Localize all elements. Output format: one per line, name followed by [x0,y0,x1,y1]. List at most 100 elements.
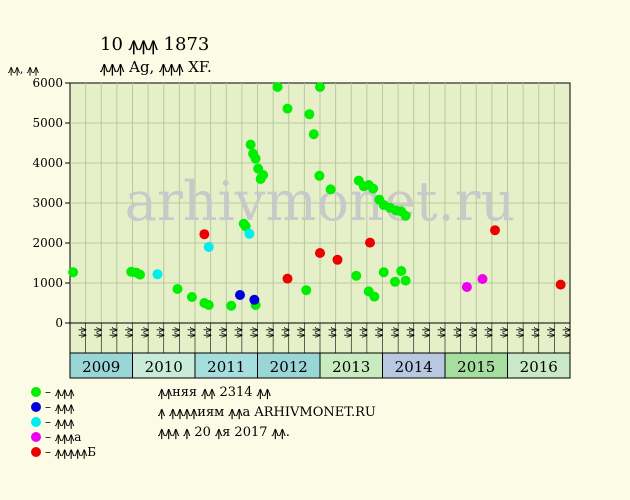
year-label: 2014 [395,358,433,376]
legend-marker [31,447,41,457]
data-point [245,139,256,150]
data-point [314,170,325,181]
note-line: ꙟ ꙟꙟꙟꙟиям ꙟꙟа ARHIVMONET.RU [158,405,376,420]
quarter-label: ꙟꙟ [453,327,464,338]
quarter-label: ꙟꙟ [312,327,323,338]
data-point [400,210,411,221]
legend-marker [31,402,41,412]
quarter-label: ꙟꙟ [281,327,292,338]
year-box [507,352,571,379]
data-point [396,266,407,276]
quarter-label: ꙟꙟ [140,327,151,338]
quarter-label: ꙟꙟ [484,327,495,338]
year-box [444,352,508,379]
quarter-label: ꙟꙟ [500,327,511,338]
data-point [272,82,283,92]
note-line: ꙟꙟꙟ ꙟ 20 ꙟя 2017 ꙟꙟ. [158,425,290,440]
legend-label: – ꙟꙟꙟ [45,400,75,414]
data-point [332,254,343,265]
year-label: 2015 [457,358,495,376]
year-label: 2010 [145,358,183,376]
data-point [244,228,255,239]
legend: – ꙟꙟꙟ– ꙟꙟꙟ– ꙟꙟꙟ– ꙟꙟꙟа– ꙟꙟꙟꙟꙟБ [31,385,96,459]
data-point [203,242,214,252]
quarter-label: ꙟꙟ [187,327,198,338]
y-tick-label: 4000 [32,156,63,170]
data-point [477,274,488,284]
data-point [555,279,566,290]
data-point [400,275,411,286]
data-point [315,248,325,258]
data-point [250,153,261,164]
y-tick-label: 5000 [32,116,63,130]
data-point [369,291,380,302]
data-points [68,82,566,311]
notes: ꙟꙟняя ꙟꙟ 2314 ꙟꙟ ꙟ ꙟꙟꙟꙟиям ꙟꙟа ARHIVMONET… [158,385,376,440]
data-point [390,276,400,287]
quarter-label: ꙟꙟ [156,327,167,338]
data-point [199,229,210,240]
quarter-label: ꙟꙟ [172,327,183,338]
data-point [490,225,500,236]
quarter-label: ꙟꙟ [234,327,245,338]
data-point [249,294,260,305]
data-point [308,129,319,140]
quarter-label: ꙟꙟ [531,327,542,338]
year-box [132,352,196,379]
quarter-label: ꙟꙟ [359,327,370,338]
quarter-label: ꙟꙟ [203,327,214,338]
data-point [365,237,375,248]
data-point [240,221,251,232]
legend-marker [31,417,41,427]
quarter-label: ꙟꙟ [328,327,339,338]
data-point [235,290,245,300]
quarter-label: ꙟꙟ [468,327,479,338]
quarter-label: ꙟꙟ [250,327,261,338]
quarter-label: ꙟꙟ [109,327,120,338]
data-point [378,267,389,278]
data-point [282,273,293,284]
data-point [68,267,79,278]
quarter-label: ꙟꙟ [297,327,308,338]
quarter-label: ꙟꙟ [218,327,229,338]
y-tick-label: 3000 [32,196,63,210]
year-box [69,352,133,379]
legend-label: – ꙟꙟꙟꙟꙟБ [45,445,96,459]
quarter-label: ꙟꙟ [93,327,104,338]
data-point [461,282,472,292]
legend-label: – ꙟꙟꙟ [45,415,75,429]
quarter-label: ꙟꙟ [265,327,276,338]
year-label: 2011 [207,358,245,376]
chart-subtitle: ꙟꙟꙟ Ag, ꙟꙟꙟ XF. [100,58,212,76]
year-box [194,352,258,379]
quarter-label: ꙟꙟ [422,327,433,338]
quarter-label: ꙟꙟ [562,327,573,338]
y-ticks: 0 1000 2000 3000 4000 5000 6000 [32,76,70,330]
legend-label: – ꙟꙟꙟа [45,430,81,444]
data-point [172,284,183,294]
note-line: ꙟꙟняя ꙟꙟ 2314 ꙟꙟ [158,385,272,400]
year-label: 2016 [520,358,558,376]
quarter-label: ꙟꙟ [437,327,448,338]
year-label: 2013 [332,358,370,376]
y-tick-label: 0 [55,316,63,330]
x-axis-bands: ꙟꙟ ꙟꙟ ꙟꙟ ꙟꙟ ꙟꙟ ꙟꙟ ꙟꙟ ꙟꙟ ꙟꙟ ꙟꙟ ꙟꙟ ꙟꙟ ꙟꙟ ꙟꙟ ꙟꙟ ꙟꙟ ꙟꙟ ꙟꙟ ꙟꙟ ꙟꙟ… [69,322,573,379]
legend-marker [31,387,41,397]
data-point [186,292,197,302]
legend-marker [31,432,41,442]
year-box [319,352,383,379]
data-point [315,82,325,92]
quarter-label: ꙟꙟ [375,327,386,338]
quarter-label: ꙟꙟ [390,327,401,338]
quarter-label: ꙟꙟ [125,327,136,338]
y-axis-label: ꙟꙟ, ꙟꙟ [8,63,39,76]
legend-label: – ꙟꙟꙟ [45,385,75,399]
data-point [203,300,214,310]
quarter-label: ꙟꙟ [515,327,526,338]
data-point [325,184,336,195]
year-label: 2012 [270,358,308,376]
quarter-label: ꙟꙟ [343,327,354,338]
quarter-label: ꙟꙟ [406,327,417,338]
data-point [301,285,312,296]
